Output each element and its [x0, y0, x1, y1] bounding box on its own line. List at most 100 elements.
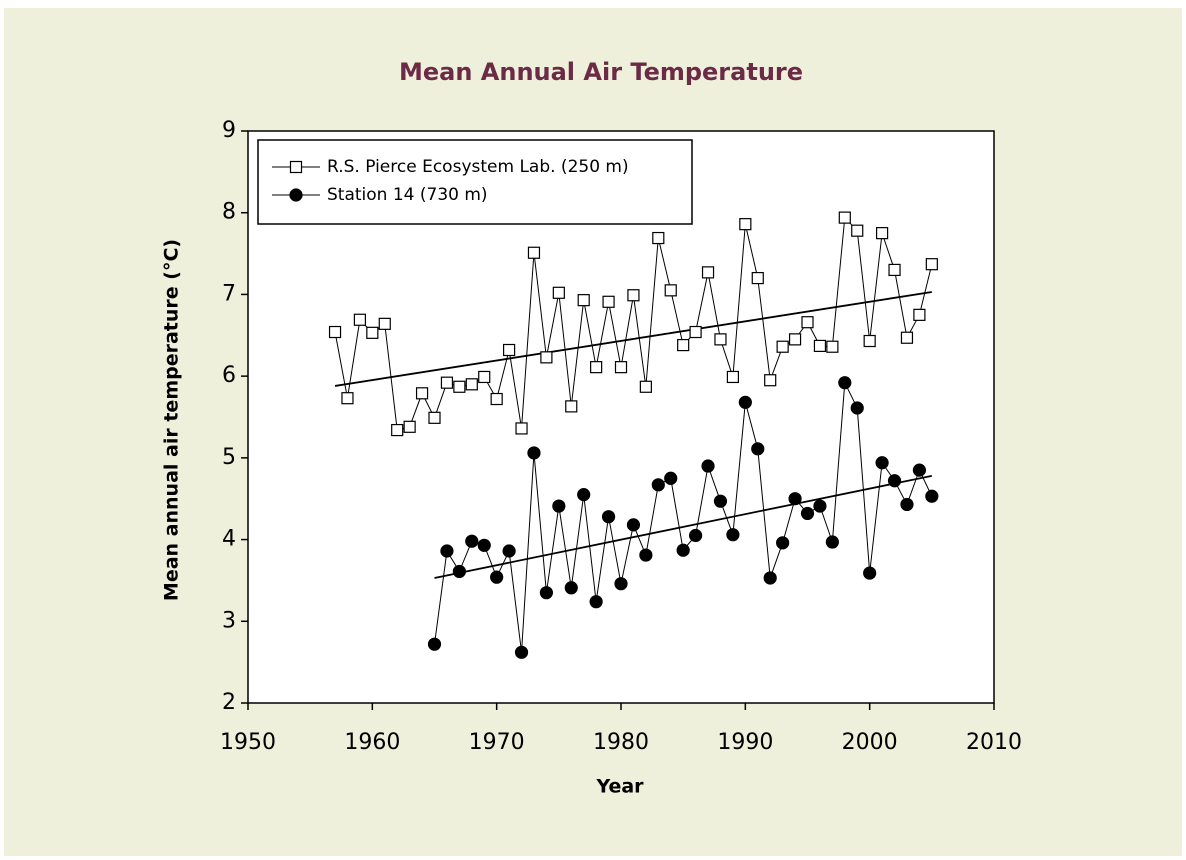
marker: [887, 474, 902, 488]
marker: [726, 528, 740, 542]
marker: [415, 387, 429, 400]
marker: [850, 401, 864, 415]
marker: [863, 334, 876, 348]
marker: [713, 494, 728, 508]
marker: [577, 294, 590, 307]
trend-line: [334, 291, 932, 387]
marker: [366, 326, 379, 339]
marker: [925, 489, 939, 503]
marker: [900, 497, 914, 512]
marker: [440, 376, 454, 389]
marker: [428, 411, 441, 424]
marker: [751, 442, 765, 456]
marker: [726, 370, 740, 384]
marker: [751, 271, 764, 285]
marker: [800, 506, 815, 521]
legend-label: Station 14 (730 m): [327, 185, 488, 205]
marker: [527, 446, 541, 460]
marker: [714, 333, 727, 346]
x-tick-label: 1950: [220, 730, 276, 755]
marker: [913, 308, 926, 321]
marker: [514, 645, 529, 659]
marker: [589, 595, 603, 609]
marker: [776, 536, 790, 550]
marker: [875, 456, 889, 470]
marker: [651, 478, 665, 492]
x-axis-label: Year: [595, 776, 644, 798]
marker: [764, 374, 777, 387]
marker: [440, 544, 454, 558]
marker: [577, 488, 591, 502]
marker: [925, 258, 938, 271]
marker: [328, 325, 342, 339]
marker: [701, 459, 715, 473]
marker: [813, 499, 827, 513]
marker: [378, 317, 391, 330]
marker: [801, 316, 814, 329]
marker: [851, 224, 864, 237]
marker: [527, 246, 541, 259]
marker: [540, 351, 553, 364]
marker: [453, 380, 466, 393]
x-tick-label: 1970: [469, 730, 525, 755]
marker: [652, 231, 665, 245]
marker: [552, 286, 565, 299]
y-tick-label: 6: [222, 363, 236, 388]
marker: [452, 564, 466, 579]
marker: [664, 471, 678, 485]
marker: [341, 392, 354, 405]
marker: [403, 420, 416, 433]
marker: [677, 338, 690, 352]
y-tick-label: 7: [222, 281, 236, 306]
marker: [838, 211, 851, 224]
marker: [863, 566, 877, 580]
marker: [639, 380, 652, 393]
marker: [564, 581, 578, 595]
marker: [490, 392, 503, 406]
x-tick-label: 1980: [593, 730, 649, 755]
marker: [875, 227, 889, 240]
marker: [465, 378, 478, 391]
marker: [627, 289, 640, 302]
plot-area: [247, 130, 995, 704]
marker: [552, 499, 566, 513]
marker: [565, 400, 578, 413]
marker: [739, 218, 752, 231]
y-tick-label: 9: [222, 118, 236, 143]
marker: [502, 544, 516, 558]
marker: [689, 325, 702, 339]
marker: [614, 577, 628, 591]
x-tick-label: 2000: [842, 730, 898, 755]
trend-line: [434, 474, 933, 579]
marker: [626, 518, 641, 532]
legend-label: R.S. Pierce Ecosystem Lab. (250 m): [327, 157, 629, 177]
marker: [912, 463, 927, 477]
marker: [813, 339, 827, 353]
marker: [391, 423, 404, 437]
marker: [788, 492, 802, 506]
marker: [602, 295, 615, 308]
marker: [826, 340, 839, 353]
marker: [614, 361, 628, 374]
marker: [676, 543, 690, 557]
chart-title: Mean Annual Air Temperature: [399, 58, 803, 86]
marker: [664, 284, 677, 297]
marker: [590, 361, 603, 374]
marker: [490, 570, 504, 584]
y-tick-label: 3: [222, 608, 236, 633]
marker: [688, 528, 703, 543]
marker: [776, 340, 789, 353]
marker: [825, 535, 839, 549]
marker: [788, 333, 802, 346]
marker: [477, 538, 491, 552]
marker: [465, 534, 479, 548]
marker: [900, 331, 914, 344]
marker: [701, 266, 715, 279]
y-tick-label: 8: [222, 200, 236, 225]
y-tick-label: 4: [222, 527, 236, 552]
marker: [515, 422, 528, 435]
marker: [888, 263, 901, 277]
marker: [601, 510, 616, 524]
marker: [427, 637, 442, 651]
